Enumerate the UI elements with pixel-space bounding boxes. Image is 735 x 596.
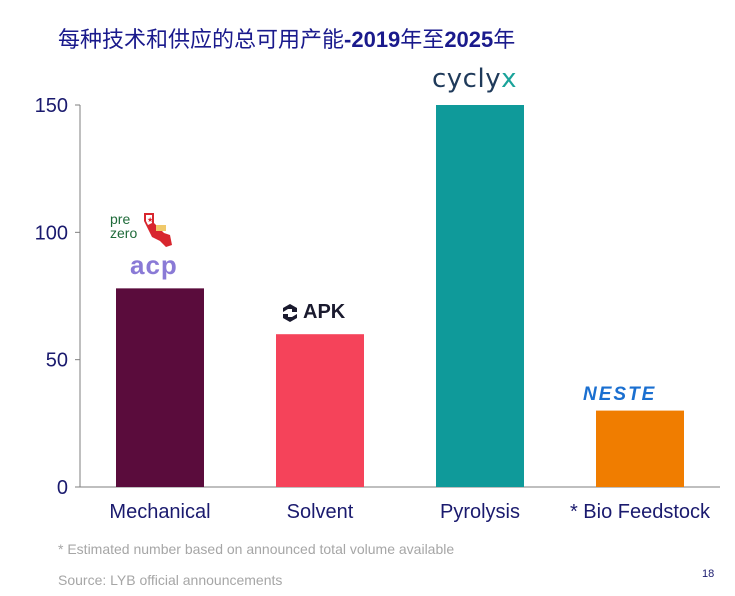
bar-solvent — [276, 334, 364, 487]
x-category-label: Solvent — [287, 501, 354, 523]
y-tick-label: 100 — [35, 222, 68, 244]
prezero-logo: pre zero — [110, 211, 138, 241]
footnote: * Estimated number based on announced to… — [58, 541, 455, 557]
california-flag-icon: ★ — [144, 213, 172, 247]
x-category-label: Pyrolysis — [440, 501, 520, 523]
bar-pyrolysis — [436, 105, 524, 487]
acp-logo: acp — [130, 250, 178, 280]
x-category-label: * Bio Feedstock — [570, 501, 711, 523]
apk-logo: APK — [281, 301, 345, 324]
chart-title: 每种技术和供应的总可用产能-2019年至2025年 — [58, 27, 516, 52]
y-tick-label: 0 — [57, 477, 68, 499]
page-number: 18 — [702, 568, 715, 580]
svg-text:★: ★ — [147, 216, 153, 224]
neste-logo: NESTE — [583, 384, 657, 405]
y-tick-label: 50 — [46, 350, 68, 372]
y-tick-label: 150 — [35, 95, 68, 117]
bar-bio-feedstock — [596, 410, 684, 487]
bars — [116, 105, 684, 487]
apk-mark-icon — [283, 303, 297, 322]
x-axis-categories: Mechanical Solvent Pyrolysis * Bio Feedstoc… — [109, 501, 711, 523]
source-note: Source: LYB official announcements — [58, 572, 283, 588]
bar-mechanical — [116, 288, 204, 487]
cyclyx-logo: cyclyx — [432, 64, 517, 94]
x-category-label: Mechanical — [109, 501, 210, 523]
